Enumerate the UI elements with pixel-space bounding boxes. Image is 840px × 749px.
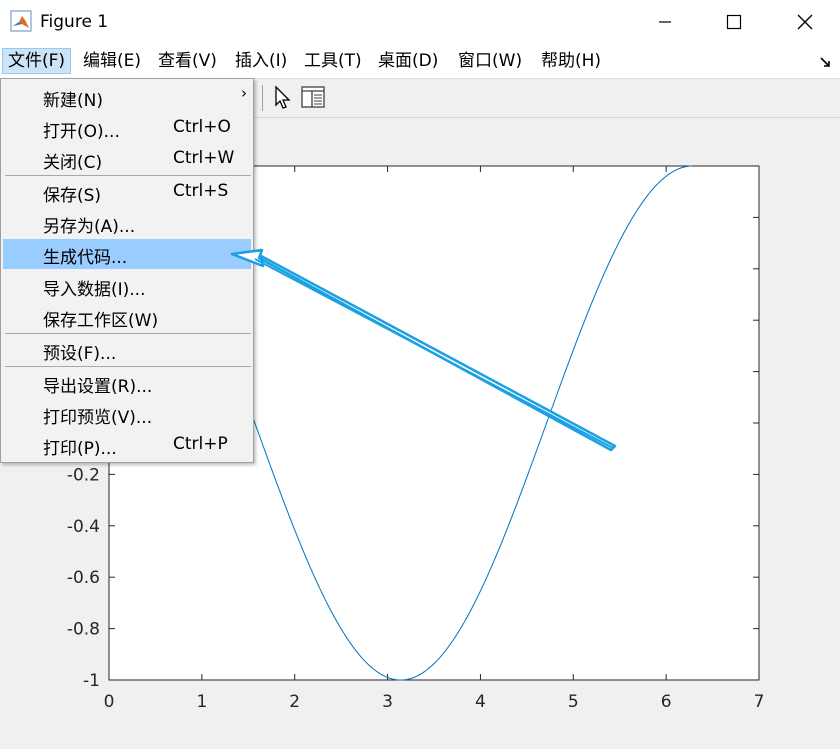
x-tick-label: 4 (475, 692, 486, 712)
menu-item-save-as[interactable]: 另存为(A)... (3, 208, 251, 238)
close-button[interactable] (782, 0, 828, 44)
menu-item-label: 保存工作区(W) (43, 311, 159, 331)
y-tick-label: -0.8 (67, 620, 100, 640)
menu-item-label: 新建(N) (43, 91, 103, 111)
maximize-icon (726, 14, 742, 30)
dock-arrow-icon[interactable] (818, 54, 834, 70)
menu-item-import-data[interactable]: 导入数据(I)... (3, 271, 251, 301)
menu-insert[interactable]: 插入(I) (235, 51, 288, 71)
edit-plot-pointer-icon[interactable] (270, 84, 296, 110)
property-inspector-icon[interactable] (300, 84, 326, 110)
x-tick-label: 6 (661, 692, 672, 712)
menu-item-label: 导出设置(R)... (43, 377, 153, 397)
y-tick-label: -1 (83, 671, 100, 691)
y-tick-label: -0.4 (67, 517, 100, 537)
toolbar-separator (262, 85, 263, 111)
menu-item-label: 另存为(A)... (43, 217, 136, 237)
menu-window[interactable]: 窗口(W) (458, 51, 523, 71)
menu-item-shortcut: Ctrl+O (173, 117, 231, 137)
x-tick-label: 1 (196, 692, 207, 712)
minimize-button[interactable] (642, 0, 688, 44)
axis-ticks: 0 1 2 3 4 5 6 7 -1 -0.8 -0.6 -0.4 -0.2 (67, 165, 765, 712)
menu-item-label: 打印(P)... (43, 439, 117, 459)
menu-edit[interactable]: 编辑(E) (83, 51, 142, 71)
menu-desktop[interactable]: 桌面(D) (378, 51, 439, 71)
menu-item-export-setup[interactable]: 导出设置(R)... (3, 368, 251, 398)
window-title: Figure 1 (40, 12, 109, 32)
menu-item-print-preview[interactable]: 打印预览(V)... (3, 399, 251, 429)
y-tick-label: -0.6 (67, 568, 100, 588)
x-tick-label: 0 (104, 692, 115, 712)
title-bar: Figure 1 (0, 0, 840, 44)
menu-help[interactable]: 帮助(H) (541, 51, 602, 71)
menu-item-label: 打开(O)... (43, 122, 120, 142)
menu-item-label: 生成代码... (43, 248, 128, 268)
x-tick-label: 2 (289, 692, 300, 712)
menu-item-open[interactable]: 打开(O)... Ctrl+O (3, 113, 251, 143)
menu-item-shortcut: Ctrl+P (173, 434, 228, 454)
menu-item-new[interactable]: 新建(N) › (3, 82, 251, 112)
menu-item-label: 保存(S) (43, 186, 102, 206)
menu-view[interactable]: 查看(V) (158, 51, 217, 71)
x-tick-label: 3 (382, 692, 393, 712)
maximize-button[interactable] (711, 0, 757, 44)
menu-item-save-workspace[interactable]: 保存工作区(W) (3, 302, 251, 332)
menu-item-generate-code[interactable]: 生成代码... (3, 239, 251, 269)
menu-item-save[interactable]: 保存(S) Ctrl+S (3, 177, 251, 207)
minimize-icon (659, 21, 671, 23)
menu-item-label: 打印预览(V)... (43, 408, 153, 428)
menu-item-preferences[interactable]: 预设(F)... (3, 335, 251, 365)
file-menu-dropdown: 新建(N) › 打开(O)... Ctrl+O 关闭(C) Ctrl+W 保存(… (0, 78, 254, 463)
submenu-chevron-icon: › (241, 84, 247, 102)
close-icon (797, 14, 813, 30)
x-tick-label: 7 (754, 692, 765, 712)
menu-bar: 文件(F) 编辑(E) 查看(V) 插入(I) 工具(T) 桌面(D) 窗口(W… (0, 44, 840, 79)
menu-separator (5, 175, 251, 176)
menu-file[interactable]: 文件(F) (2, 48, 72, 74)
menu-separator (5, 333, 251, 334)
y-tick-label: -0.2 (67, 465, 100, 485)
matlab-logo-icon (10, 10, 32, 32)
menu-item-shortcut: Ctrl+S (173, 181, 229, 201)
menu-tools[interactable]: 工具(T) (304, 51, 362, 71)
menu-separator (5, 366, 251, 367)
menu-item-print[interactable]: 打印(P)... Ctrl+P (3, 430, 251, 460)
x-tick-label: 5 (568, 692, 579, 712)
menu-item-label: 导入数据(I)... (43, 280, 146, 300)
menu-item-shortcut: Ctrl+W (173, 148, 235, 168)
menu-item-label: 关闭(C) (43, 153, 103, 173)
menu-item-close[interactable]: 关闭(C) Ctrl+W (3, 144, 251, 174)
menu-item-label: 预设(F)... (43, 344, 117, 364)
